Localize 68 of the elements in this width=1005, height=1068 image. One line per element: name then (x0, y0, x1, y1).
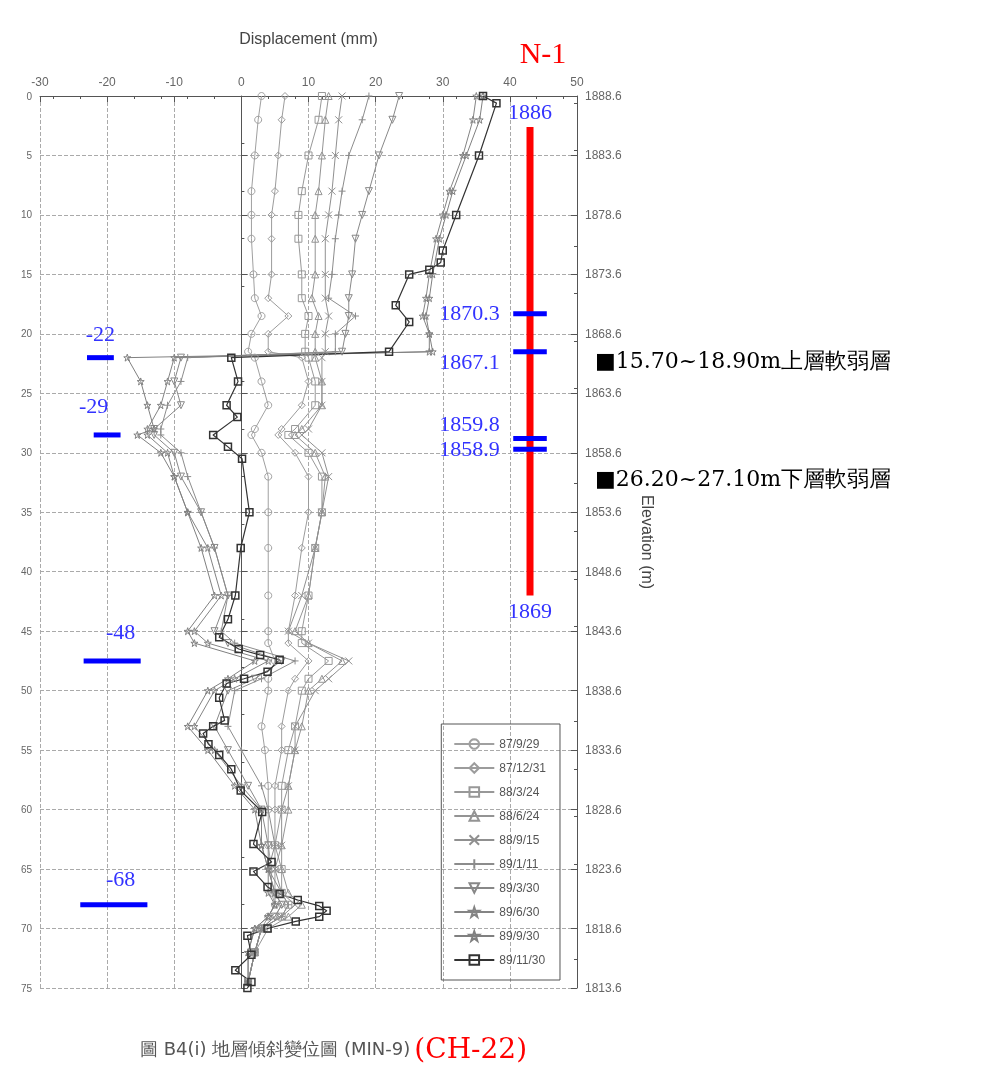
y2-tick-label: 1858.6 (585, 445, 623, 460)
y2-tick-label: 1878.6 (585, 207, 623, 222)
text: N-1 (519, 35, 567, 69)
y2-tick-label: 1818.6 (585, 921, 623, 936)
y2-tick-label: 1813.6 (585, 981, 623, 995)
y-tick-label: 5 (26, 149, 33, 161)
y2-tick-label: 1873.6 (585, 267, 623, 282)
y-tick-label: 50 (20, 685, 33, 697)
y2-tick-label: 1838.6 (585, 683, 623, 698)
legend-label: 88/9/15 (499, 833, 540, 847)
caption: 圖 B4(i) 地層傾斜變位圖 (MIN-9) (140, 1037, 411, 1059)
legend-label: 89/9/30 (499, 929, 540, 943)
y2-tick-label: 1863.6 (585, 386, 623, 401)
x-tick-label: 40 (503, 75, 517, 89)
y-tick-label: 55 (20, 744, 33, 756)
text: ■26.20~27.10m下層軟弱層 (595, 465, 892, 491)
legend-label: 88/3/24 (499, 785, 540, 799)
annotation: -29 (79, 392, 109, 418)
y2-tick-label: 1883.6 (585, 148, 623, 163)
text: ■15.70~18.90m上層軟弱層 (595, 347, 892, 373)
annotation: 1886 (508, 98, 553, 124)
y-tick-label: 75 (20, 982, 33, 994)
y2-tick-label: 1828.6 (585, 802, 623, 817)
y-tick-label: 10 (20, 209, 33, 221)
y2-axis-title: Elevation (m) (638, 494, 656, 590)
legend-label: 89/3/30 (499, 881, 540, 895)
y-tick-label: 15 (20, 268, 33, 280)
y-tick-label: 30 (20, 447, 33, 459)
x-axis-title: Displacement (mm) (239, 29, 378, 47)
y-tick-label: 60 (20, 804, 33, 816)
x-tick-label: 30 (436, 75, 450, 89)
y-tick-label: 35 (20, 506, 33, 518)
y2-tick-label: 1833.6 (585, 743, 623, 758)
legend-label: 89/6/30 (499, 905, 540, 919)
annotation: -68 (105, 866, 136, 892)
annotation: 1867.1 (439, 348, 500, 374)
x-tick-label: 50 (570, 75, 584, 89)
legend-label: 88/6/24 (499, 809, 540, 823)
legend-label: 89/1/11 (499, 857, 539, 871)
text: (CH-22) (414, 1031, 528, 1065)
y2-tick-label: 1823.6 (585, 862, 623, 877)
legend-label: 87/9/29 (499, 737, 540, 751)
legend-label: 89/11/30 (499, 953, 546, 967)
y-tick-label: 65 (20, 863, 33, 875)
y-tick-label: 20 (20, 328, 33, 340)
legend-label: 87/12/31 (499, 761, 547, 775)
y-tick-label: 25 (20, 387, 33, 399)
annotation: 1870.3 (439, 299, 500, 325)
x-tick-label: -30 (31, 75, 49, 89)
x-tick-label: 20 (368, 75, 383, 89)
y2-tick-label: 1853.6 (585, 505, 623, 520)
x-tick-label: -20 (98, 75, 117, 89)
annotation: 1858.9 (439, 435, 500, 461)
y2-tick-label: 1868.6 (585, 326, 623, 341)
annotation: -48 (105, 618, 136, 644)
annotation: -22 (85, 321, 116, 347)
y-tick-label: 0 (26, 90, 33, 102)
y2-tick-label: 1843.6 (585, 624, 623, 639)
annotation: 1869 (508, 598, 553, 624)
y2-tick-label: 1848.6 (585, 564, 623, 579)
x-tick-label: -10 (165, 75, 184, 89)
annotation: 1859.8 (439, 410, 500, 436)
x-tick-label: 10 (301, 75, 316, 89)
y-tick-label: 40 (20, 566, 33, 578)
x-tick-label: 0 (238, 75, 246, 89)
y-tick-label: 45 (20, 625, 33, 637)
y-tick-label: 70 (20, 923, 33, 935)
y2-tick-label: 1888.6 (585, 89, 623, 103)
